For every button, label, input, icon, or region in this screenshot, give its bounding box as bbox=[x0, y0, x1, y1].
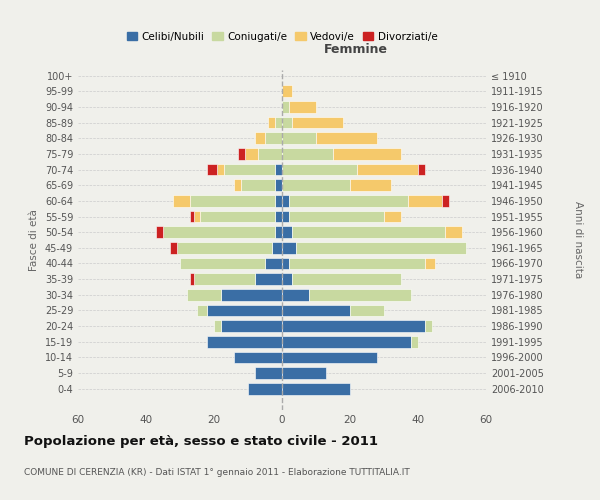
Bar bbox=[187, 289, 221, 300]
Bar bbox=[163, 226, 275, 238]
Bar bbox=[384, 210, 401, 222]
Bar bbox=[214, 320, 221, 332]
Bar bbox=[350, 180, 391, 191]
Bar bbox=[265, 258, 282, 270]
Bar bbox=[207, 304, 282, 316]
Bar bbox=[275, 195, 282, 206]
Bar bbox=[258, 148, 282, 160]
Bar bbox=[282, 274, 292, 285]
Bar bbox=[217, 164, 224, 175]
Bar bbox=[445, 226, 462, 238]
Bar bbox=[442, 195, 449, 206]
Bar bbox=[235, 352, 282, 363]
Bar bbox=[245, 148, 258, 160]
Bar bbox=[248, 383, 282, 394]
Bar bbox=[224, 164, 275, 175]
Bar bbox=[282, 86, 292, 97]
Bar bbox=[235, 180, 241, 191]
Bar bbox=[255, 132, 265, 144]
Bar bbox=[194, 274, 255, 285]
Bar bbox=[408, 195, 442, 206]
Y-axis label: Anni di nascita: Anni di nascita bbox=[572, 202, 583, 278]
Bar bbox=[170, 242, 176, 254]
Bar bbox=[282, 210, 289, 222]
Bar bbox=[292, 226, 445, 238]
Bar bbox=[275, 117, 282, 128]
Bar bbox=[292, 274, 401, 285]
Bar bbox=[173, 195, 190, 206]
Bar bbox=[194, 210, 200, 222]
Bar bbox=[282, 101, 289, 113]
Bar bbox=[190, 210, 194, 222]
Bar bbox=[282, 117, 292, 128]
Bar bbox=[190, 274, 194, 285]
Legend: Celibi/Nubili, Coniugati/e, Vedovi/e, Divorziati/e: Celibi/Nubili, Coniugati/e, Vedovi/e, Di… bbox=[122, 28, 442, 46]
Bar bbox=[282, 132, 316, 144]
Bar bbox=[275, 210, 282, 222]
Bar bbox=[411, 336, 418, 347]
Bar bbox=[221, 289, 282, 300]
Bar bbox=[207, 164, 217, 175]
Bar bbox=[255, 367, 282, 379]
Bar bbox=[241, 180, 275, 191]
Bar bbox=[282, 180, 350, 191]
Bar bbox=[282, 258, 289, 270]
Bar bbox=[275, 180, 282, 191]
Bar bbox=[176, 242, 272, 254]
Bar bbox=[221, 320, 282, 332]
Bar bbox=[282, 320, 425, 332]
Bar bbox=[425, 320, 431, 332]
Bar bbox=[418, 164, 425, 175]
Bar bbox=[282, 195, 289, 206]
Bar bbox=[292, 117, 343, 128]
Bar bbox=[333, 148, 401, 160]
Bar bbox=[282, 164, 357, 175]
Bar bbox=[282, 226, 292, 238]
Bar bbox=[357, 164, 418, 175]
Bar bbox=[255, 274, 282, 285]
Bar bbox=[282, 336, 411, 347]
Bar bbox=[289, 195, 408, 206]
Bar bbox=[268, 117, 275, 128]
Bar bbox=[282, 383, 350, 394]
Text: COMUNE DI CERENZIA (KR) - Dati ISTAT 1° gennaio 2011 - Elaborazione TUTTITALIA.I: COMUNE DI CERENZIA (KR) - Dati ISTAT 1° … bbox=[24, 468, 410, 477]
Bar bbox=[282, 242, 296, 254]
Bar bbox=[282, 304, 350, 316]
Bar bbox=[282, 352, 377, 363]
Text: Femmine: Femmine bbox=[323, 44, 388, 57]
Bar bbox=[282, 289, 309, 300]
Bar bbox=[275, 226, 282, 238]
Bar bbox=[289, 258, 425, 270]
Bar bbox=[190, 195, 275, 206]
Bar bbox=[309, 289, 411, 300]
Bar bbox=[296, 242, 466, 254]
Bar bbox=[238, 148, 245, 160]
Bar bbox=[350, 304, 384, 316]
Bar bbox=[272, 242, 282, 254]
Bar bbox=[156, 226, 163, 238]
Bar bbox=[207, 336, 282, 347]
Bar bbox=[197, 304, 207, 316]
Bar bbox=[275, 164, 282, 175]
Bar bbox=[289, 101, 316, 113]
Bar bbox=[282, 367, 326, 379]
Y-axis label: Fasce di età: Fasce di età bbox=[29, 209, 39, 271]
Bar bbox=[180, 258, 265, 270]
Bar bbox=[316, 132, 377, 144]
Bar bbox=[289, 210, 384, 222]
Bar bbox=[282, 148, 333, 160]
Bar bbox=[425, 258, 435, 270]
Bar bbox=[265, 132, 282, 144]
Text: Popolazione per età, sesso e stato civile - 2011: Popolazione per età, sesso e stato civil… bbox=[24, 435, 378, 448]
Bar bbox=[200, 210, 275, 222]
